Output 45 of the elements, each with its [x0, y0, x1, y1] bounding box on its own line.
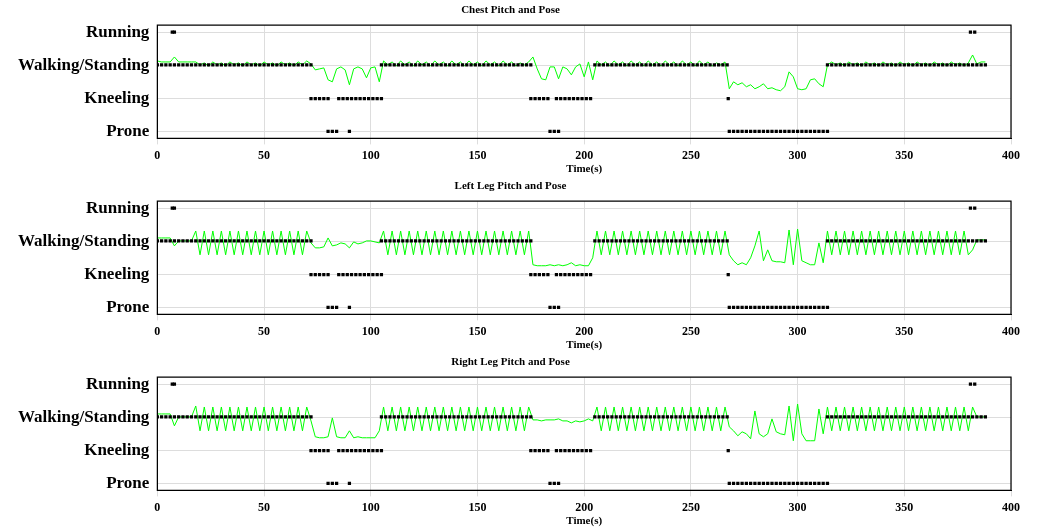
category-label: Prone	[106, 296, 150, 316]
x-tick-label: 50	[258, 147, 271, 162]
x-tick-label: 300	[788, 323, 807, 338]
x-tick-label: 200	[575, 147, 594, 162]
x-tick-label: 300	[788, 499, 807, 514]
chart-title: Right Leg Pitch and Pose	[451, 355, 570, 368]
x-axis-title: Time(s)	[566, 338, 603, 352]
category-label: Kneeling	[84, 439, 150, 459]
x-tick-label: 250	[681, 499, 700, 514]
x-tick-label: 150	[468, 323, 487, 338]
x-tick-label: 250	[681, 147, 700, 162]
category-label: Prone	[106, 472, 150, 492]
x-tick-label: 0	[154, 323, 161, 338]
category-label: Walking/Standing	[18, 406, 150, 426]
x-tick-label: 200	[575, 499, 594, 514]
x-tick-label: 300	[788, 147, 807, 162]
x-tick-label: 350	[895, 323, 914, 338]
x-axis-title: Time(s)	[566, 162, 603, 176]
x-tick-label: 150	[468, 499, 487, 514]
x-tick-label: 400	[1002, 147, 1020, 162]
x-tick-label: 50	[258, 499, 271, 514]
x-axis-title: Time(s)	[566, 514, 603, 528]
x-tick-label: 100	[361, 147, 380, 162]
category-label: Walking/Standing	[18, 54, 150, 74]
chart-title: Chest Pitch and Pose	[461, 3, 560, 16]
x-tick-label: 0	[154, 499, 161, 514]
category-label: Walking/Standing	[18, 230, 150, 250]
x-tick-label: 350	[895, 499, 914, 514]
category-label: Running	[86, 197, 150, 217]
x-tick-label: 250	[681, 323, 700, 338]
x-tick-label: 100	[361, 323, 380, 338]
category-label: Running	[86, 21, 150, 41]
x-tick-label: 150	[468, 147, 487, 162]
chart-title: Left Leg Pitch and Pose	[454, 179, 567, 192]
category-label: Prone	[106, 120, 150, 140]
category-label: Running	[86, 373, 150, 393]
x-tick-label: 400	[1002, 499, 1020, 514]
x-tick-label: 350	[895, 147, 914, 162]
x-tick-label: 0	[154, 147, 161, 162]
category-label: Kneeling	[84, 263, 150, 283]
x-tick-label: 400	[1002, 323, 1020, 338]
x-tick-label: 200	[575, 323, 594, 338]
x-tick-label: 100	[361, 499, 380, 514]
x-tick-label: 50	[258, 323, 271, 338]
category-label: Kneeling	[84, 87, 150, 107]
